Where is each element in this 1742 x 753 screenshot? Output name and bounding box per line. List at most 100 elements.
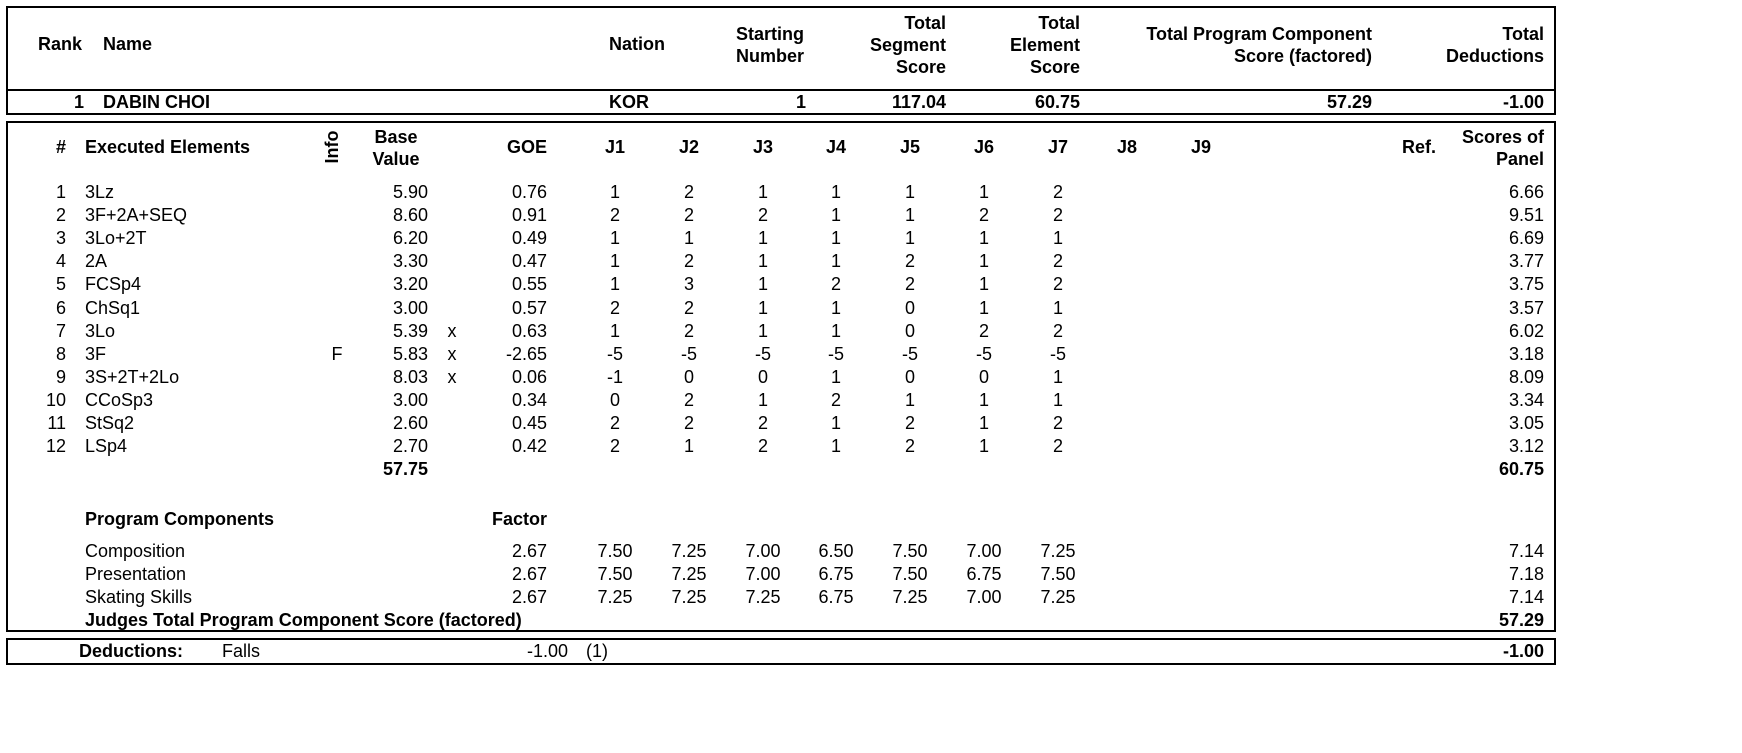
element-judge-score: 2	[978, 321, 989, 341]
element-panel-score: 6.69	[1508, 228, 1544, 248]
col-info-header: Info	[322, 130, 342, 164]
header-name: Name	[103, 34, 153, 54]
col-judge-header-6: J6	[973, 137, 995, 157]
component-panel-score: 7.18	[1508, 564, 1544, 584]
element-code: 3Lz	[85, 182, 115, 202]
element-judge-score: 1	[830, 298, 841, 318]
element-judge-score: -5	[680, 344, 697, 364]
element-judge-score: -5	[975, 344, 992, 364]
skater-starting-number: 1	[795, 92, 806, 112]
component-panel-score: 7.14	[1508, 587, 1544, 607]
element-judge-score: 1	[757, 182, 768, 202]
element-goe: 0.49	[511, 228, 547, 248]
element-judge-score: 2	[904, 274, 915, 294]
element-goe: 0.91	[511, 205, 547, 225]
element-judge-score: -5	[827, 344, 844, 364]
element-judge-score: -1	[606, 367, 623, 387]
element-judge-score: 1	[978, 413, 989, 433]
element-info: F	[331, 344, 343, 364]
element-judge-score: 2	[904, 413, 915, 433]
component-judge-score: 6.50	[818, 541, 854, 561]
element-judge-score: 1	[978, 182, 989, 202]
component-judge-score: 6.75	[966, 564, 1002, 584]
element-judge-score: -5	[606, 344, 623, 364]
element-judge-score: 2	[904, 251, 915, 271]
pcs-total-value: 57.29	[1498, 610, 1544, 630]
element-panel-score: 3.05	[1508, 413, 1544, 433]
component-judge-score: 7.00	[966, 587, 1002, 607]
element-panel-score: 6.02	[1508, 321, 1544, 341]
element-judge-score: 1	[830, 228, 841, 248]
skater-rank: 1	[73, 92, 84, 112]
element-number: 3	[55, 228, 66, 248]
element-number: 10	[45, 390, 66, 410]
factor-header: Factor	[491, 509, 547, 529]
element-number: 8	[55, 344, 66, 364]
element-judge-score: 2	[757, 205, 768, 225]
element-judge-score: 1	[830, 367, 841, 387]
element-base-value: 3.00	[392, 298, 428, 318]
element-judge-score: -5	[901, 344, 918, 364]
element-judge-score: 1	[1052, 367, 1063, 387]
element-code: ChSq1	[85, 298, 141, 318]
element-judge-score: 2	[683, 321, 694, 341]
element-judge-score: 1	[978, 436, 989, 456]
score-detail-box	[6, 121, 1556, 632]
component-name: Composition	[85, 541, 186, 561]
element-panel-score: 3.75	[1508, 274, 1544, 294]
element-base-value: 5.83	[392, 344, 428, 364]
element-judge-score: 1	[978, 228, 989, 248]
element-bonus-marker: x	[447, 344, 457, 364]
element-judge-score: 2	[609, 413, 620, 433]
skater-deductions: -1.00	[1502, 92, 1544, 112]
element-judge-score: 2	[1052, 413, 1063, 433]
element-judge-score: 1	[830, 321, 841, 341]
element-judge-score: 1	[757, 274, 768, 294]
element-panel-score: 9.51	[1508, 205, 1544, 225]
element-judge-score: 2	[830, 390, 841, 410]
element-code: 3Lo	[85, 321, 116, 341]
element-judge-score: 1	[609, 321, 620, 341]
element-base-value: 3.30	[392, 251, 428, 271]
element-goe: 0.47	[511, 251, 547, 271]
component-judge-score: 7.00	[745, 564, 781, 584]
element-judge-score: 2	[683, 251, 694, 271]
element-panel-score: 3.34	[1508, 390, 1544, 410]
element-bonus-marker: x	[447, 321, 457, 341]
component-judge-score: 7.25	[671, 541, 707, 561]
element-judge-score: 1	[830, 182, 841, 202]
component-name: Presentation	[85, 564, 187, 584]
element-judge-score: 1	[757, 390, 768, 410]
element-goe: 0.06	[511, 367, 547, 387]
skater-summary-box	[6, 6, 1556, 115]
element-judge-score: 1	[683, 436, 694, 456]
element-code: 3Lo+2T	[85, 228, 147, 248]
component-panel-score: 7.14	[1508, 541, 1544, 561]
element-judge-score: 2	[683, 182, 694, 202]
component-judge-score: 7.25	[1040, 587, 1076, 607]
element-panel-score: 3.18	[1508, 344, 1544, 364]
deductions-count: (1)	[586, 641, 608, 661]
element-base-value: 3.00	[392, 390, 428, 410]
element-code: FCSp4	[85, 274, 142, 294]
col-goe-header: GOE	[506, 137, 547, 157]
element-number: 12	[45, 436, 66, 456]
deductions-total: -1.00	[1502, 641, 1544, 661]
element-goe: 0.63	[511, 321, 547, 341]
element-goe: 0.57	[511, 298, 547, 318]
element-base-value: 8.03	[392, 367, 428, 387]
element-panel-score: 3.12	[1508, 436, 1544, 456]
col-judge-header-7: J7	[1047, 137, 1069, 157]
element-code: 2A	[85, 251, 108, 271]
component-factor: 2.67	[511, 541, 547, 561]
deductions-value: -1.00	[526, 641, 568, 661]
component-factor: 2.67	[511, 564, 547, 584]
element-judge-score: 1	[978, 298, 989, 318]
element-judge-score: 1	[830, 251, 841, 271]
element-judge-score: 0	[609, 390, 620, 410]
element-judge-score: 2	[757, 413, 768, 433]
element-base-value: 3.20	[392, 274, 428, 294]
element-panel-score: 8.09	[1508, 367, 1544, 387]
element-judge-score: 2	[683, 205, 694, 225]
element-goe: 0.45	[511, 413, 547, 433]
